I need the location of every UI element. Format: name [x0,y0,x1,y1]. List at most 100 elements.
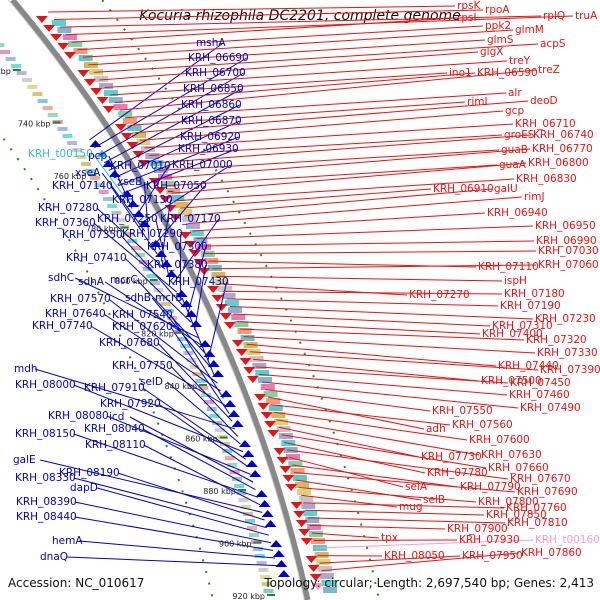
skew-band [180,344,191,348]
plus-strand-gene [300,538,313,545]
gc-band [228,307,243,313]
gc-band [318,566,333,572]
gene-label-left: KRH_06860 [181,99,242,111]
gc-band [221,293,236,299]
connector-line [113,120,240,179]
skew-band [224,456,235,460]
plus-strand-gene [184,241,197,248]
gc-band [309,531,324,537]
gc-band [323,587,338,593]
plus-strand-gene [264,421,277,428]
minus-strand-gene [261,510,274,517]
skew-band [115,218,126,222]
gene-label-right: KRH_07490 [520,402,581,414]
skew-band [203,400,214,404]
plus-strand-gene [215,304,228,311]
gene-label-left: mcrC [110,274,138,286]
gc-band [57,27,72,33]
gene-label-right: KRH_06710 [515,118,576,130]
skew-band [192,372,203,376]
connector-line [74,501,272,544]
gene-label-left: KRH_06920 [180,131,241,143]
tick-label: 720 kbp [0,67,11,76]
gene-label-right: gcp [505,105,524,117]
skew-band [67,141,78,145]
gc-band [224,300,239,306]
skew-band [236,491,247,495]
connector-line [243,336,536,354]
gene-label-left: KRH_08040 [84,423,145,435]
skew-band [27,85,38,89]
gc-band [260,384,275,390]
gene-label-right: KRH_07560 [452,419,513,431]
plus-strand-gene [273,448,286,455]
gene-label-right: KRH_t00160 [535,534,600,546]
connector-line [158,149,500,172]
gene-label-left: KRH_07010 [110,160,171,172]
connector-line [192,212,486,232]
gene-label-left: KRH_06850 [183,83,244,95]
plus-strand-gene [282,475,295,482]
gene-label-right: groES [504,129,535,141]
gc-band [162,181,177,187]
skew-band [107,204,118,208]
gc-band [263,391,278,397]
gc-band [51,20,66,26]
skew-band [11,64,22,68]
gene-labels: mshA KRH_06690 KRH_06700 KRH_06850 KRH_06860… [13,0,600,563]
gc-band [316,559,331,565]
gc-band [68,41,83,47]
minus-strand-gene [224,400,237,407]
plus-strand-gene [246,376,259,383]
gene-label-left: KRH_06700 [185,67,246,79]
gene-label-right: tpx [381,532,398,544]
skew-band [214,428,225,432]
gene-label-left: KRH_07640 [45,308,106,320]
plus-strand-gene [114,124,127,131]
gc-band [240,335,255,341]
gene-label-left: KRH_07380 [147,259,208,271]
gene-label-right: KRH_07310 [492,320,553,332]
connector-line [73,477,267,529]
plus-strand-gene [63,52,76,59]
gene-label-right: KRH_07500 [481,375,542,387]
connector-line [222,290,503,295]
gene-label-left: KRH_06870 [181,115,242,127]
gc-band [127,125,142,131]
minus-strand-gene [270,540,283,547]
gene-label-left: KRH_07910 [84,382,145,394]
gene-label-left: KRH_07620 [112,321,173,333]
gene-label-right: KRH_07400 [482,328,543,340]
gene-label-right: KRH_07930 [459,534,520,546]
connector-line [129,101,466,126]
gc-band [292,475,307,481]
gene-label-left: KRH_07300 [147,241,208,253]
gene-label-left: sdhC [48,272,74,284]
plus-strand-gene [235,349,248,356]
gene-label-right: KRH_07450 [510,377,571,389]
gene-label-right: KRH_07670 [510,473,571,485]
connector-line [175,178,515,202]
connector-line [103,313,221,392]
skew-band [16,71,27,75]
gene-label-right: KRH_07320 [526,334,587,346]
connector-line [134,100,529,134]
gene-label-right: rimJ [524,191,545,203]
connector-line [294,472,516,493]
connector-line [48,5,456,13]
plus-strand-gene [309,574,322,581]
connector-line [167,164,498,187]
skew-band [131,246,142,250]
connector-line [136,279,206,354]
gene-label-left: sdhB [125,292,151,304]
tick-label: 780 kbp [86,225,119,234]
connector-line [284,441,426,474]
connector-line [97,487,269,536]
connector-line [143,444,261,506]
tick-label: 800 kbp [115,277,148,286]
gene-label-left: KRH_06690 [188,52,249,64]
plus-strand-gene [231,340,244,347]
skew-band [238,498,249,502]
gene-label-left: mdh [14,363,38,375]
gc-band [271,412,286,418]
